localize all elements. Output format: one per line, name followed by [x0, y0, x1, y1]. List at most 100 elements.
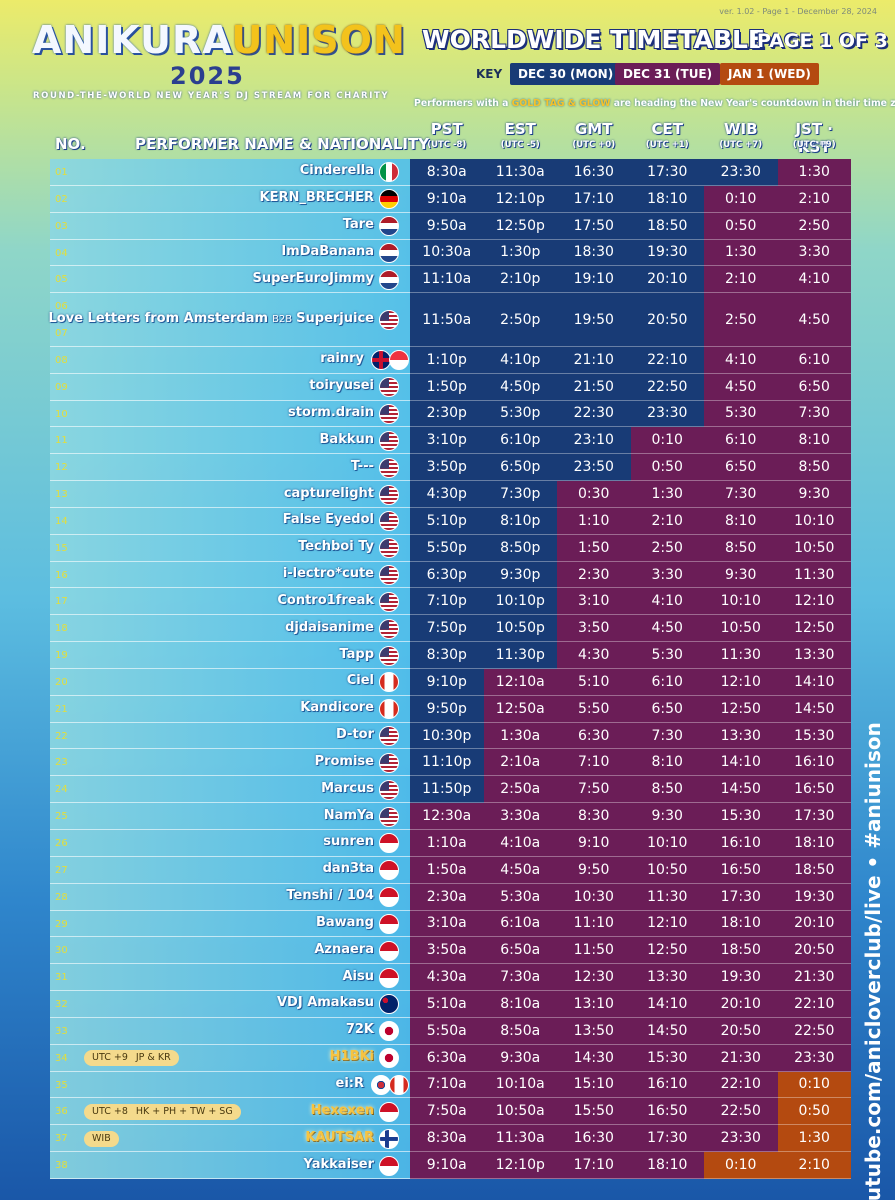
time-cell: 14:10	[704, 749, 778, 777]
time-cell: 7:10p	[410, 588, 484, 616]
flag	[379, 242, 399, 263]
time-cell: 9:50	[557, 856, 631, 884]
time-cell: 16:10	[777, 749, 851, 777]
time-cell: 4:10a	[483, 830, 557, 857]
time-cell: 3:50	[557, 615, 631, 643]
time-cell: 7:30	[630, 722, 704, 750]
time-cell: 7:30p	[483, 481, 557, 508]
row-background	[50, 856, 410, 884]
row-number: 13	[55, 489, 68, 501]
time-cell: 14:10	[777, 668, 851, 696]
time-cell: 5:50p	[410, 534, 484, 562]
flag	[379, 511, 399, 532]
time-cell: 6:50a	[483, 937, 557, 965]
time-cell: 12:50	[704, 695, 778, 723]
flag	[379, 645, 399, 666]
time-cell: 0:50	[630, 454, 704, 482]
time-cell: 9:50p	[410, 695, 484, 723]
row-background	[50, 722, 410, 750]
row-background	[50, 668, 410, 696]
zone-name: EST	[504, 120, 536, 138]
performer-name: Tenshi / 104	[286, 888, 374, 903]
row-background	[50, 1152, 410, 1179]
row-number: 24	[55, 784, 68, 796]
row-background	[50, 910, 410, 938]
row-background	[50, 615, 410, 643]
zone-name: JST · KST	[795, 120, 834, 156]
gold-tag: UTC +9 JP & KR	[84, 1050, 179, 1067]
time-cell: 4:10	[777, 266, 851, 294]
time-cell: 21:50	[557, 373, 631, 401]
page-indicator: PAGE 1 OF 3	[757, 30, 888, 52]
row-background	[50, 266, 410, 294]
flag	[379, 994, 399, 1015]
time-cell: 15:30	[630, 1044, 704, 1072]
time-cell: 8:10	[630, 749, 704, 777]
name-text: Contro1freak	[277, 592, 374, 608]
time-cell: 23:30	[777, 1044, 851, 1072]
flag	[371, 1074, 391, 1095]
time-cell: 18:10	[777, 830, 851, 857]
tag-utc: UTC +9	[92, 1052, 128, 1064]
time-cell: 12:10	[777, 588, 851, 616]
time-cell: 4:50	[630, 615, 704, 643]
time-cell: 11:10a	[410, 266, 484, 294]
performer-name: SuperEuroJimmy	[253, 271, 375, 286]
time-cell: 1:30p	[483, 239, 557, 267]
performer-name: ei:R	[336, 1076, 364, 1091]
time-cell: 10:10	[704, 588, 778, 616]
time-cell: 6:30p	[410, 561, 484, 589]
row-background	[50, 534, 410, 562]
zone-offset: (UTC +0)	[572, 140, 616, 150]
time-cell: 11:50p	[410, 776, 484, 804]
time-cell: 4:50p	[483, 373, 557, 401]
time-cell: 10:50	[777, 534, 851, 562]
row-background	[50, 400, 410, 428]
flag	[379, 752, 399, 773]
time-cell: 10:10a	[483, 1071, 557, 1099]
time-cell: 19:50	[557, 293, 631, 347]
time-cell: 10:50	[630, 856, 704, 884]
name-text: T---	[350, 458, 374, 474]
time-cell: 22:50	[630, 373, 704, 401]
flag	[379, 377, 399, 398]
row-background	[50, 830, 410, 857]
time-cell: 16:30	[557, 159, 631, 186]
row-number: 36	[55, 1106, 68, 1118]
time-cell: 6:10a	[483, 910, 557, 938]
time-cell: 8:10a	[483, 991, 557, 1018]
name-text: Aznaera	[314, 941, 374, 957]
time-cell: 9:10a	[410, 185, 484, 213]
name-text: KERN_BRECHER	[259, 190, 374, 206]
performer-name: Techboi Ty	[298, 539, 374, 554]
time-cell: 20:10	[630, 266, 704, 294]
performer-name: 72K	[346, 1022, 374, 1037]
performer-name: toiryusei	[309, 378, 374, 393]
performer-name: Ciel	[347, 673, 374, 688]
row-background	[50, 293, 410, 347]
time-cell: 0:10	[630, 427, 704, 455]
performer-name: capturelight	[284, 486, 374, 501]
row-number: 15	[55, 542, 68, 554]
time-cell: 17:30	[704, 883, 778, 911]
time-cell: 12:10	[704, 668, 778, 696]
time-cell: 13:10	[557, 991, 631, 1018]
time-cell: 10:30	[557, 883, 631, 911]
name-text: Kandicore	[300, 700, 374, 716]
flag	[389, 350, 409, 371]
flag	[379, 1048, 399, 1069]
time-cell: 19:10	[557, 266, 631, 294]
time-cell: 0:50	[704, 212, 778, 240]
flag	[379, 269, 399, 290]
time-cell: 10:50a	[483, 1098, 557, 1126]
name-text: capturelight	[283, 485, 374, 501]
name-text: Aisu	[342, 968, 374, 984]
time-cell: 17:30	[630, 1125, 704, 1153]
gold-tag: WIB	[84, 1130, 119, 1147]
flag	[379, 591, 399, 612]
flag	[379, 833, 399, 854]
time-cell: 19:30	[777, 883, 851, 911]
time-cell: 4:30p	[410, 481, 484, 508]
name-text: Tare	[342, 217, 374, 233]
performer-name: Contro1freak	[277, 593, 374, 608]
